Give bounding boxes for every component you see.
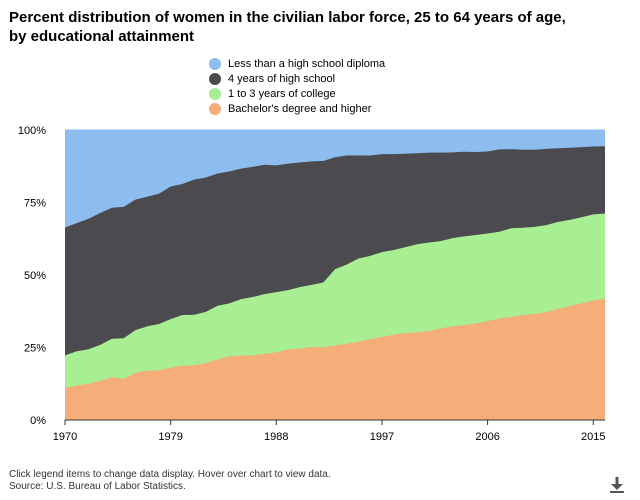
legend-swatch: [209, 102, 221, 115]
legend-label: Bachelor's degree and higher: [228, 102, 372, 115]
legend-item[interactable]: Less than a high school diploma: [209, 56, 385, 71]
x-tick-label: 1988: [264, 431, 288, 443]
legend-label: Less than a high school diploma: [228, 57, 386, 70]
y-tick-label: 50%: [24, 270, 46, 282]
x-tick-label: 1979: [158, 431, 182, 443]
series-area[interactable]: [65, 130, 605, 228]
y-tick-label: 0%: [30, 415, 46, 427]
chart-title: Percent distribution of women in the civ…: [9, 9, 566, 45]
x-tick-label: 1997: [370, 431, 394, 443]
y-tick-label: 25%: [24, 343, 46, 355]
legend-label: 4 years of high school: [228, 72, 336, 85]
legend-swatch: [209, 72, 221, 85]
footer-note: Click legend items to change data displa…: [9, 469, 331, 480]
legend-swatch: [209, 57, 221, 70]
legend-item[interactable]: Bachelor's degree and higher: [209, 101, 385, 116]
chart-legend: Less than a high school diploma 4 years o…: [209, 56, 385, 116]
y-tick-label: 100%: [18, 125, 46, 137]
legend-item[interactable]: 1 to 3 years of college: [209, 86, 385, 101]
footer: Click legend items to change data displa…: [9, 469, 331, 493]
x-tick-label: 1970: [53, 431, 77, 443]
download-icon[interactable]: [607, 474, 627, 494]
series-area[interactable]: [65, 146, 605, 356]
x-tick-label: 2006: [475, 431, 499, 443]
series-area[interactable]: [65, 298, 605, 420]
y-tick-label: 75%: [24, 198, 46, 210]
axes: 0% 25% 50% 75% 100% 1970 1979 1988 1997 2006 2015: [18, 125, 606, 443]
series-areas[interactable]: [64, 129, 606, 420]
legend-swatch: [209, 87, 221, 100]
legend-label: 1 to 3 years of college: [228, 87, 336, 100]
series-area[interactable]: [65, 213, 605, 388]
x-tick-label: 2015: [581, 431, 605, 443]
legend-item[interactable]: 4 years of high school: [209, 71, 385, 86]
footer-source: Source: U.S. Bureau of Labor Statistics.: [9, 481, 186, 492]
